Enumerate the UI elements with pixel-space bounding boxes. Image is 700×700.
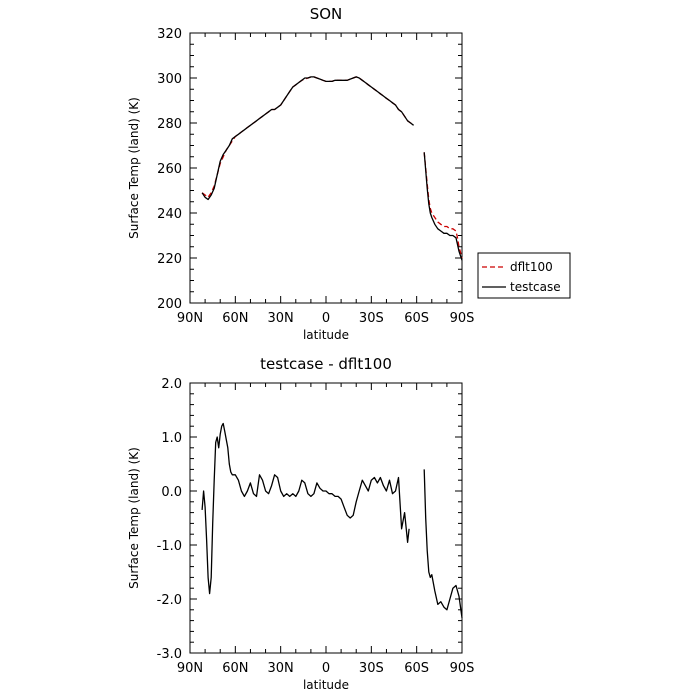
x-tick-label: 30N xyxy=(268,661,294,676)
x-tick-label: 60N xyxy=(222,311,248,326)
y-tick-label: 260 xyxy=(157,162,182,177)
panel-2 xyxy=(189,382,463,654)
y-tick-label: -2.0 xyxy=(157,593,182,608)
series-testcase-line xyxy=(423,152,463,261)
difference-line xyxy=(201,422,410,595)
x-tick-label: 90S xyxy=(450,311,475,326)
x-tick-label: 30N xyxy=(268,311,294,326)
plot-frame xyxy=(189,382,463,654)
y-tick-label: 200 xyxy=(157,297,182,312)
x-axis-label: latitude xyxy=(303,328,349,342)
y-tick-label: 300 xyxy=(157,72,182,87)
panel-1 xyxy=(189,32,571,304)
y-tick-label: 0.0 xyxy=(161,485,182,500)
y-tick-label: 280 xyxy=(157,117,182,132)
difference-line xyxy=(423,469,463,618)
legend-box xyxy=(477,252,571,299)
y-tick-label: -1.0 xyxy=(157,539,182,554)
y-tick-label: 320 xyxy=(157,27,182,42)
x-tick-label: 60S xyxy=(404,661,429,676)
x-tick-label: 90N xyxy=(177,661,203,676)
x-tick-label: 0 xyxy=(322,311,330,326)
x-tick-label: 0 xyxy=(322,661,330,676)
y-tick-label: 1.0 xyxy=(161,431,182,446)
y-tick-label: 240 xyxy=(157,207,182,222)
series-testcase-line xyxy=(201,76,414,201)
x-tick-label: 90N xyxy=(177,311,203,326)
y-tick-label: -3.0 xyxy=(157,647,182,662)
x-tick-label: 30S xyxy=(359,661,384,676)
x-tick-label: 30S xyxy=(359,311,384,326)
chart-title: testcase - dflt100 xyxy=(260,355,392,373)
y-tick-label: 220 xyxy=(157,252,182,267)
plot-frame xyxy=(189,32,463,304)
x-tick-label: 60S xyxy=(404,311,429,326)
legend xyxy=(477,252,571,299)
legend-label-dflt100: dflt100 xyxy=(510,260,553,274)
chart-title: SON xyxy=(310,5,343,23)
x-tick-label: 60N xyxy=(222,661,248,676)
y-axis-label: Surface Temp (land) (K) xyxy=(127,447,141,589)
y-tick-label: 2.0 xyxy=(161,377,182,392)
y-axis-label: Surface Temp (land) (K) xyxy=(127,97,141,239)
legend-label-testcase: testcase xyxy=(510,280,561,294)
x-axis-label: latitude xyxy=(303,678,349,692)
x-tick-label: 90S xyxy=(450,661,475,676)
